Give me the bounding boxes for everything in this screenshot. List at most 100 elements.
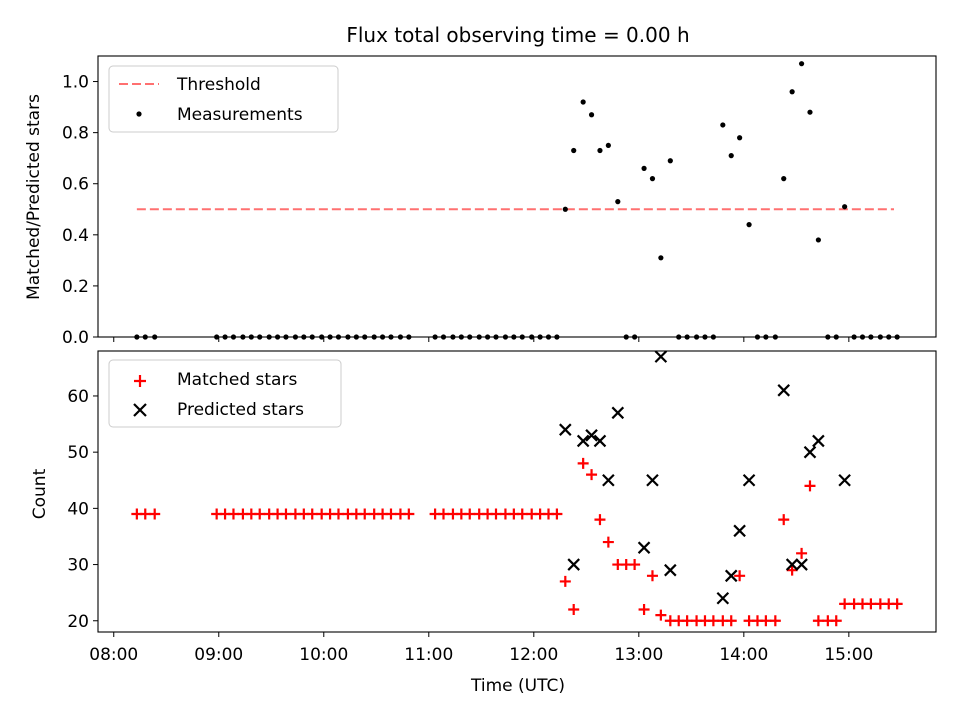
bottom-legend: Matched stars Predicted stars	[108, 359, 342, 428]
measurement-point	[292, 334, 299, 340]
y-tick-label: 60	[67, 387, 89, 407]
y-tick-label: 0.8	[62, 124, 89, 144]
measurement-point	[458, 334, 464, 340]
matched-point	[760, 615, 772, 627]
measurement-point	[519, 334, 525, 340]
measurement-point	[562, 206, 568, 212]
measurement-point	[502, 334, 509, 340]
measurement-point	[868, 334, 874, 340]
matched-point	[804, 480, 816, 492]
matched-point	[464, 508, 476, 520]
y-tick-label: 20	[67, 612, 89, 632]
predicted-point	[742, 473, 756, 487]
legend-predicted-label: Predicted stars	[177, 400, 304, 420]
measurement-point	[789, 89, 795, 95]
measurement-point	[667, 158, 673, 164]
matched-point	[594, 514, 606, 526]
measurement-point	[658, 255, 664, 261]
measurement-point	[676, 334, 682, 340]
predicted-point	[777, 384, 791, 397]
measurement-point	[807, 109, 813, 115]
matched-point	[891, 598, 903, 610]
matched-point	[516, 508, 528, 520]
measurement-point	[632, 334, 638, 340]
matched-points	[131, 457, 903, 627]
measurement-point	[484, 334, 491, 340]
measurement-point	[649, 176, 656, 182]
measurement-point	[362, 334, 368, 340]
matched-point	[280, 508, 292, 520]
bottom-y-axis-label: Count	[30, 468, 50, 519]
matched-point	[559, 575, 571, 587]
measurement-point	[781, 176, 787, 182]
matched-point	[403, 508, 415, 520]
matched-point	[839, 598, 851, 610]
matched-point	[139, 508, 151, 520]
matched-point	[778, 514, 790, 526]
legend-matched-label: Matched stars	[177, 370, 297, 390]
measurement-point	[615, 199, 621, 205]
matched-point	[551, 508, 563, 520]
matched-point	[359, 508, 371, 520]
measurement-point	[529, 334, 535, 340]
measurement-point	[571, 147, 577, 154]
measurement-point	[746, 222, 752, 228]
matched-point	[385, 508, 397, 520]
measurement-point	[684, 334, 690, 340]
matched-point	[437, 508, 449, 520]
measurement-point	[772, 334, 778, 340]
measurement-point	[554, 334, 560, 340]
x-tick-label: 13:00	[614, 645, 663, 665]
measurement-point	[493, 334, 499, 340]
matched-point	[812, 615, 824, 627]
measurement-point	[283, 334, 289, 340]
predicted-points	[559, 350, 851, 605]
measurement-point	[432, 334, 438, 340]
y-tick-label: 1.0	[62, 73, 89, 93]
matched-point	[865, 598, 877, 610]
measurement-point	[798, 61, 805, 67]
measurement-point	[702, 334, 708, 340]
measurement-point	[388, 334, 394, 340]
matched-point	[568, 604, 580, 616]
measurement-point	[301, 334, 307, 340]
top-legend: Threshold Measurements	[108, 65, 339, 133]
measurement-point	[406, 334, 412, 340]
measurement-point	[440, 334, 447, 340]
measurement-point	[623, 334, 629, 340]
measurement-point	[825, 334, 831, 340]
matched-point	[490, 508, 502, 520]
predicted-point	[733, 524, 746, 538]
matched-point	[254, 508, 266, 520]
measurement-point	[545, 334, 552, 340]
predicted-point	[716, 592, 730, 605]
measurement-point	[240, 334, 246, 340]
x-tick-label: 08:00	[89, 645, 138, 665]
measurement-point	[266, 334, 272, 340]
top-legend-box	[108, 65, 339, 133]
measurement-point	[710, 334, 716, 340]
measurement-point	[152, 334, 158, 340]
y-tick-label: 30	[67, 556, 89, 576]
predicted-point	[785, 558, 799, 571]
matched-point	[638, 604, 650, 616]
measurement-point	[230, 334, 237, 340]
measurement-point	[248, 334, 254, 340]
matched-point	[586, 469, 598, 481]
measurement-point	[693, 334, 700, 340]
measurement-point	[476, 334, 482, 340]
measurement-point	[450, 334, 456, 340]
measurement-point	[537, 334, 543, 340]
measurement-point	[833, 334, 839, 340]
measurement-point	[397, 334, 404, 340]
y-tick-label: 0.2	[62, 277, 89, 297]
predicted-point	[585, 429, 598, 442]
measurement-point	[222, 334, 228, 340]
matched-point	[796, 547, 808, 559]
matched-point	[830, 615, 842, 627]
y-tick-label: 40	[67, 499, 89, 519]
measurement-point	[467, 334, 473, 340]
x-tick-label: 15:00	[824, 645, 873, 665]
measurement-point	[353, 334, 359, 340]
x-tick-label: 14:00	[719, 645, 768, 665]
